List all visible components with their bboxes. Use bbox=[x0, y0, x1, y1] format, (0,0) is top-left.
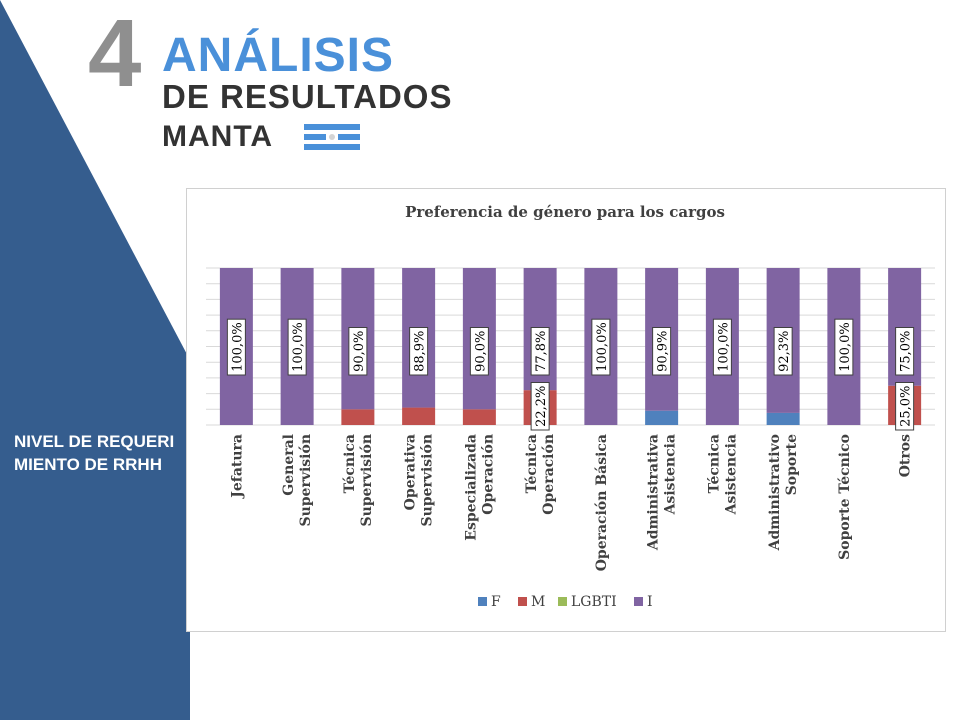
data-label: 22,2% bbox=[530, 382, 550, 431]
data-label: 100,0% bbox=[834, 318, 854, 376]
section-subtitle: DE RESULTADOS bbox=[162, 78, 453, 115]
data-label-box bbox=[409, 327, 429, 376]
data-label-box bbox=[773, 327, 793, 376]
bar-segment bbox=[766, 412, 800, 425]
data-label-text: 100,0% bbox=[291, 322, 306, 372]
category-label: SupervisiónTécnica bbox=[342, 434, 375, 527]
category-label: Soporte Técnico bbox=[837, 434, 853, 560]
data-label-box bbox=[895, 327, 915, 376]
category-label: Operación Básica bbox=[594, 434, 610, 571]
data-label-text: 100,0% bbox=[716, 322, 731, 372]
data-label-text: 75,0% bbox=[899, 331, 914, 372]
legend-label: LGBTI bbox=[571, 594, 617, 610]
side-panel-label: NIVEL DE REQUERIMIENTO DE RRHH bbox=[14, 432, 175, 474]
flag-stripe bbox=[304, 144, 360, 150]
data-label-text: 88,9% bbox=[413, 331, 428, 372]
data-label-box bbox=[895, 382, 915, 431]
data-label: 77,8% bbox=[530, 327, 550, 376]
data-label: 25,0% bbox=[895, 382, 915, 431]
legend-swatch bbox=[478, 597, 487, 606]
data-label: 75,0% bbox=[895, 327, 915, 376]
data-label-box bbox=[226, 318, 246, 376]
category-label: SupervisiónOperativa bbox=[403, 434, 436, 527]
data-label-box bbox=[530, 382, 550, 431]
data-label-text: 92,3% bbox=[777, 331, 792, 372]
data-label: 90,0% bbox=[469, 327, 489, 376]
data-label-box bbox=[348, 327, 368, 376]
data-label-box bbox=[591, 318, 611, 376]
flag-stripe bbox=[304, 124, 360, 130]
category-label: OperaciónTécnica bbox=[524, 434, 557, 515]
data-label-text: 25,0% bbox=[899, 386, 914, 427]
data-label-box bbox=[834, 318, 854, 376]
category-label: Otros bbox=[898, 434, 914, 477]
legend-label: I bbox=[647, 594, 653, 610]
data-label-text: 90,9% bbox=[656, 331, 671, 372]
legend-swatch bbox=[518, 597, 527, 606]
category-label: SoporteAdministrativo bbox=[767, 434, 800, 551]
bar-segment bbox=[341, 409, 375, 425]
city-name: MANTA bbox=[162, 120, 274, 153]
data-label-text: 22,2% bbox=[534, 386, 549, 427]
bar-segment bbox=[645, 410, 679, 425]
data-label-text: 100,0% bbox=[838, 322, 853, 372]
data-label-box bbox=[652, 327, 672, 376]
data-label-text: 100,0% bbox=[230, 322, 245, 372]
data-label: 90,0% bbox=[348, 327, 368, 376]
flag-emblem bbox=[329, 134, 335, 140]
flag-stripe bbox=[338, 134, 360, 140]
legend-label: M bbox=[531, 594, 545, 610]
data-label-box bbox=[469, 327, 489, 376]
data-label-text: 77,8% bbox=[534, 331, 549, 372]
data-label-box bbox=[712, 318, 732, 376]
data-label-text: 100,0% bbox=[595, 322, 610, 372]
category-label: AsistenciaAdministrativa bbox=[646, 434, 679, 551]
data-label: 100,0% bbox=[712, 318, 732, 376]
category-label: Jefatura bbox=[229, 434, 245, 500]
category-label: AsistenciaTécnica bbox=[706, 434, 739, 515]
bar-segment bbox=[462, 409, 496, 425]
data-label-text: 90,0% bbox=[352, 331, 367, 372]
data-label: 100,0% bbox=[287, 318, 307, 376]
data-label-box bbox=[530, 327, 550, 376]
category-label: SupervisiónGeneral bbox=[281, 434, 314, 527]
data-label: 88,9% bbox=[409, 327, 429, 376]
data-label: 90,9% bbox=[652, 327, 672, 376]
legend-label: F bbox=[491, 594, 501, 610]
section-title: ANÁLISIS bbox=[162, 29, 395, 82]
data-label-text: 90,0% bbox=[473, 331, 488, 372]
data-label: 100,0% bbox=[226, 318, 246, 376]
data-label-box bbox=[287, 318, 307, 376]
side-panel-shape bbox=[0, 0, 190, 720]
flag-stripe bbox=[304, 134, 326, 140]
data-label: 92,3% bbox=[773, 327, 793, 376]
section-number: 4 bbox=[88, 0, 142, 107]
bar-segment bbox=[402, 407, 436, 425]
manta-flag-icon bbox=[304, 124, 360, 150]
legend-swatch bbox=[634, 597, 643, 606]
side-panel bbox=[0, 0, 190, 720]
data-label: 100,0% bbox=[591, 318, 611, 376]
chart-title: Preferencia de género para los cargos bbox=[405, 203, 725, 221]
legend-swatch bbox=[558, 597, 567, 606]
category-label: OperaciónEspecializada bbox=[463, 434, 496, 541]
